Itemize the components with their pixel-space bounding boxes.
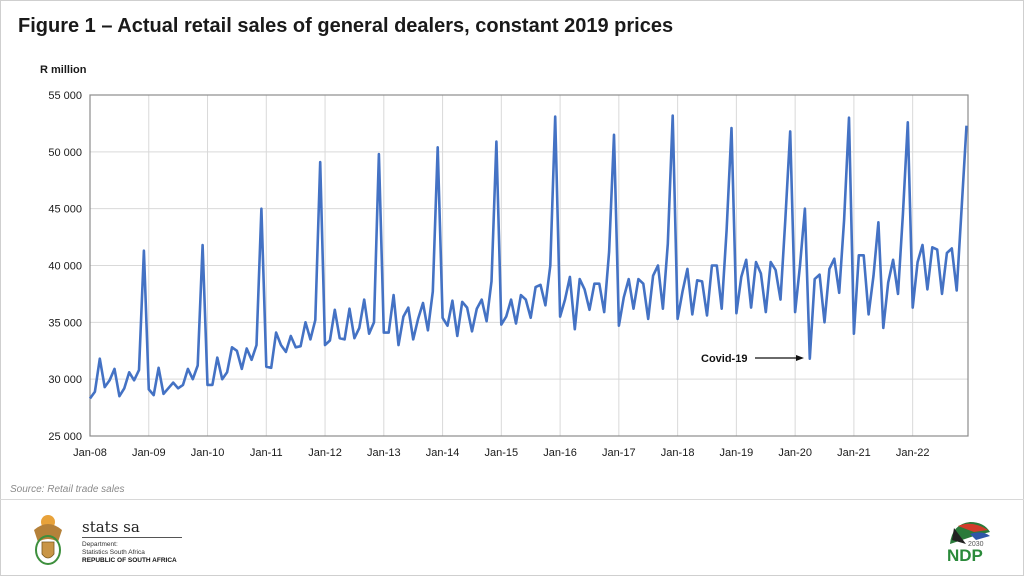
y-tick-label: 40 000 — [48, 261, 82, 273]
x-tick-label: Jan-18 — [661, 447, 695, 459]
x-tick-label: Jan-17 — [602, 447, 636, 459]
annotation-label: Covid-19 — [701, 353, 747, 365]
source-note: Source: Retail trade sales — [10, 484, 125, 495]
plot-area-border — [89, 94, 969, 437]
y-tick-label: 45 000 — [48, 204, 82, 216]
y-tick-label: 50 000 — [48, 147, 82, 159]
x-tick-label: Jan-14 — [426, 447, 460, 459]
x-tick-label: Jan-15 — [485, 447, 519, 459]
x-tick-label: Jan-22 — [896, 447, 930, 459]
x-tick-label: Jan-20 — [778, 447, 812, 459]
ndp-2030-logo: 2030 NDP — [947, 522, 990, 564]
dept-name: Statistics South Africa — [82, 549, 145, 556]
series-line — [88, 114, 968, 400]
svg-text:2030: 2030 — [968, 541, 984, 548]
x-tick-label: Jan-12 — [308, 447, 342, 459]
x-tick-label: Jan-19 — [720, 447, 754, 459]
republic-name: REPUBLIC OF SOUTH AFRICA — [82, 557, 177, 564]
covid-annotation: Covid-19 — [701, 353, 804, 365]
stats-sa-branding: stats sa Department: Statistics South Af… — [82, 518, 182, 565]
y-tick-label: 30 000 — [48, 374, 82, 386]
x-tick-label: Jan-11 — [250, 447, 283, 459]
dept-label: Department: — [82, 541, 118, 548]
y-axis-label: R million — [40, 64, 87, 76]
x-tick-label: Jan-21 — [837, 447, 871, 459]
chart-title: Figure 1 – Actual retail sales of genera… — [18, 15, 674, 37]
x-tick-label: Jan-16 — [543, 447, 577, 459]
line-chart: R million 25 000 30 000 35 000 40 000 45 000… — [40, 64, 969, 459]
footer-divider — [0, 499, 1024, 500]
x-tick-label: Jan-08 — [73, 447, 107, 459]
x-tick-label: Jan-13 — [367, 447, 401, 459]
y-tick-label: 55 000 — [48, 90, 82, 102]
x-tick-label: Jan-10 — [191, 447, 225, 459]
y-tick-label: 35 000 — [48, 317, 82, 329]
x-tick-label: Jan-09 — [132, 447, 166, 459]
annotation-arrowhead — [796, 355, 804, 361]
stats-sa-name: stats sa — [82, 518, 182, 538]
svg-text:NDP: NDP — [947, 546, 983, 564]
y-tick-label: 25 000 — [48, 431, 82, 443]
coat-of-arms-logo — [34, 515, 62, 565]
